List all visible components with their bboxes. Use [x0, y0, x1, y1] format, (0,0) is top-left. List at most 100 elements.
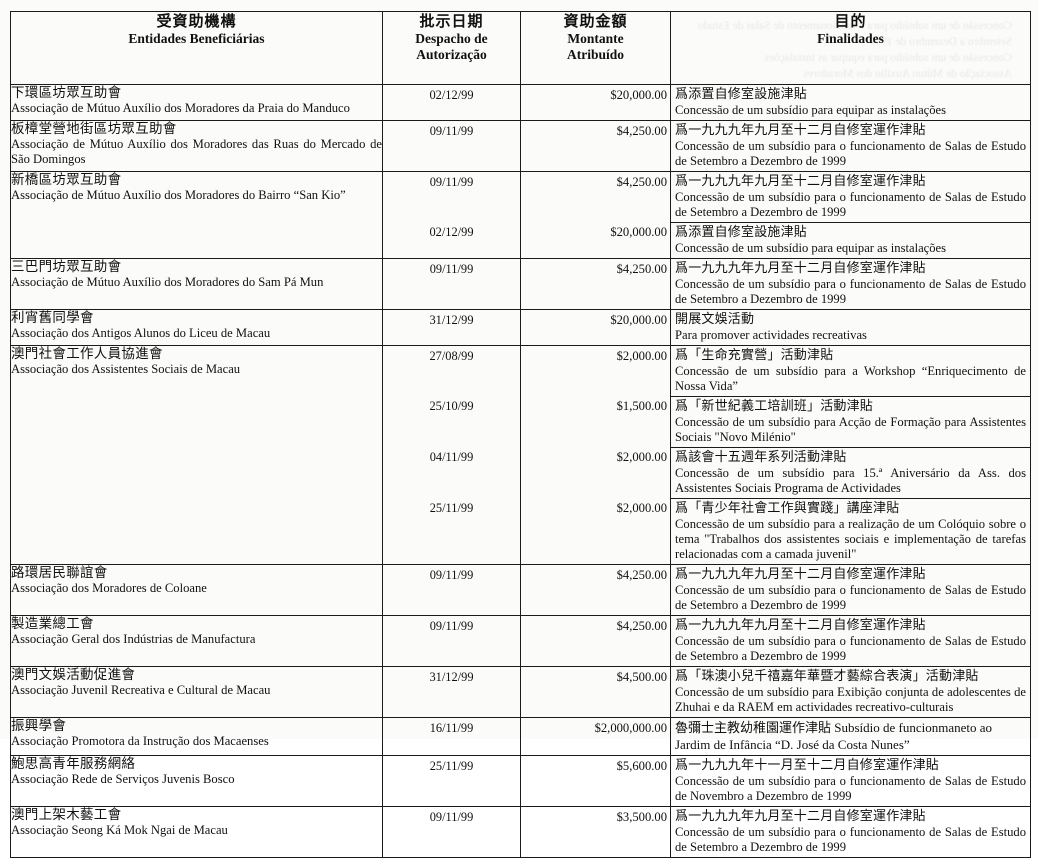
organisation-cell: 澳門文娛活動促進會 Associação Juvenil Recreativa e…	[10, 666, 383, 718]
amount-cell: $3,500.00	[520, 806, 671, 858]
approval-date: 09/11/99	[429, 262, 474, 276]
approval-date: 31/12/99	[429, 670, 474, 684]
approval-date-cell: 02/12/99	[382, 84, 521, 121]
header-amount-pt-line2: Atribuído	[566, 47, 624, 62]
organisation-name-pt: Associação de Mútuo Auxílio dos Moradore…	[11, 137, 382, 166]
purpose-text-pt: Concessão de um subsídio para o funciona…	[675, 583, 1026, 612]
header-date-cn: 批示日期	[419, 12, 484, 30]
header-purpose-pt: Finalidades	[817, 31, 884, 46]
organisation-name-pt: Associação Juvenil Recreativa e Cultural…	[11, 683, 271, 697]
table-row: 澳門上架木藝工會 Associação Seong Ká Mok Ngai de …	[10, 806, 1031, 858]
approval-date: 09/11/99	[429, 810, 474, 824]
organisation-name-cn: 新橋區坊眾互助會	[11, 172, 122, 188]
approval-date-cell: 09/11/99	[382, 564, 521, 616]
purpose-entry: 爲「青少年社會工作與實踐」講座津貼 Concessão de um subsídi…	[671, 498, 1030, 564]
purpose-entry: 爲該會十五週年系列活動津貼 Concessão de um subsídio pa…	[671, 447, 1030, 498]
purpose-cell: 魯彌士主教幼稚園運作津貼 Subsídio de funcionmaneto a…	[670, 717, 1031, 756]
table-body: 下環區坊眾互助會 Associação de Mútuo Auxílio dos …	[10, 84, 1031, 858]
organisation-cell: 路環居民聯誼會 Associação dos Moradores de Coloa…	[10, 564, 383, 616]
purpose-text-cn: 爲一九九九年九月至十二月自修室運作津貼	[675, 261, 926, 276]
column-header-amount: 資助金額 Montante Atribuído	[520, 11, 671, 85]
approval-date-cell: 09/11/99	[382, 120, 521, 172]
organisation-name-cn: 三巴門坊眾互助會	[11, 259, 122, 275]
amount-value: $4,250.00	[616, 619, 667, 633]
purpose-cell: 爲一九九九年九月至十二月自修室運作津貼 Concessão de um subsí…	[670, 258, 1031, 310]
amount-value: $20,000.00	[610, 88, 667, 102]
purpose-text-cn: 爲「青少年社會工作與實踐」講座津貼	[675, 501, 900, 516]
amount-cell: $5,600.00	[520, 755, 671, 807]
amount-value: $1,500.00	[616, 399, 667, 413]
organisation-name-cn: 澳門文娛活動促進會	[11, 667, 136, 683]
column-header-purpose: 目的 Finalidades	[670, 11, 1031, 85]
purpose-entry: 爲一九九九年九月至十二月自修室運作津貼 Concessão de um subsí…	[671, 172, 1030, 222]
approval-date-cell: 27/08/99 25/10/99 04/11/99 25/11/99	[382, 345, 521, 565]
amount-value: $4,250.00	[616, 568, 667, 582]
amount-value: $4,250.00	[616, 124, 667, 138]
organisation-name-cn: 澳門社會工作人員協進會	[11, 346, 163, 362]
amount-cell: $4,250.00 $20,000.00	[520, 171, 671, 259]
organisation-cell: 新橋區坊眾互助會 Associação de Mútuo Auxílio dos …	[10, 171, 383, 259]
amount-cell: $20,000.00	[520, 84, 671, 121]
approval-date: 09/11/99	[429, 175, 474, 189]
purpose-entry: 爲「珠澳小兒千禧嘉年華暨才藝綜合表演」活動津貼 Concessão de um s…	[671, 667, 1030, 717]
purpose-text-pt: Concessão de um subsídio para equipar as…	[675, 241, 947, 255]
organisation-name-pt: Associação Geral dos Indústrias de Manuf…	[11, 632, 256, 646]
organisation-cell: 振興學會 Associação Promotora da Instrução do…	[10, 717, 383, 756]
organisation-cell: 三巴門坊眾互助會 Associação de Mútuo Auxílio dos …	[10, 258, 383, 310]
organisation-name-pt: Associação Rede de Serviços Juvenis Bosc…	[11, 772, 235, 786]
table-row: 利宵舊同學會 Associação dos Antigos Alunos do L…	[10, 309, 1031, 346]
header-date-pt-line1: Despacho de	[415, 31, 488, 46]
table-row: 下環區坊眾互助會 Associação de Mútuo Auxílio dos …	[10, 84, 1031, 121]
approval-date-cell: 16/11/99	[382, 717, 521, 756]
purpose-text-inline: 魯彌士主教幼稚園運作津貼 Subsídio de funcionmaneto a…	[675, 720, 1026, 753]
amount-cell: $20,000.00	[520, 309, 671, 346]
purpose-text-pt: Concessão de um subsídio para o funciona…	[675, 190, 1026, 219]
approval-date: 25/11/99	[429, 501, 474, 515]
purpose-text-cn: 爲一九九九年十一月至十二月自修室運作津貼	[675, 758, 940, 773]
purpose-text-pt: Concessão de um subsídio para o funciona…	[675, 825, 1026, 854]
purpose-text-pt: Concessão de um subsídio para 15.ª Anive…	[675, 466, 1026, 495]
table-row: 澳門文娛活動促進會 Associação Juvenil Recreativa e…	[10, 666, 1031, 718]
purpose-text-cn: 爲該會十五週年系列活動津貼	[675, 450, 847, 465]
approval-date-cell: 09/11/99	[382, 258, 521, 310]
organisation-name-cn: 利宵舊同學會	[11, 310, 94, 326]
amount-value: $2,000.00	[616, 450, 667, 464]
header-org-cn: 受資助機構	[156, 12, 237, 30]
purpose-cell: 爲一九九九年九月至十二月自修室運作津貼 Concessão de um subsí…	[670, 171, 1031, 259]
organisation-name-cn: 板樟堂營地街區坊眾互助會	[11, 121, 177, 137]
amount-value: $20,000.00	[610, 313, 667, 327]
header-amount-cn: 資助金額	[563, 12, 628, 30]
amount-cell: $4,250.00	[520, 615, 671, 667]
approval-date-cell: 25/11/99	[382, 755, 521, 807]
amount-value: $2,000.00	[616, 349, 667, 363]
purpose-text-pt: Concessão de um subsídio para o funciona…	[675, 634, 1026, 663]
table-row: 板樟堂營地街區坊眾互助會 Associação de Mútuo Auxílio …	[10, 120, 1031, 172]
purpose-entry: 爲「生命充實營」活動津貼 Concessão de um subsídio par…	[671, 346, 1030, 396]
purpose-text-pt: Concessão de um subsídio para o funciona…	[675, 277, 1026, 306]
organisation-cell: 鮑思高青年服務網絡 Associação Rede de Serviços Juv…	[10, 755, 383, 807]
organisation-name-pt: Associação dos Assistentes Sociais de Ma…	[11, 362, 241, 376]
purpose-text-cn: 爲添置自修室設施津貼	[675, 225, 808, 240]
purpose-entry: 爲一九九九年九月至十二月自修室運作津貼 Concessão de um subsí…	[671, 616, 1030, 666]
purpose-text-cn: 爲一九九九年九月至十二月自修室運作津貼	[675, 567, 926, 582]
approval-date: 16/11/99	[429, 721, 474, 735]
header-amount-pt-line1: Montante	[567, 31, 624, 46]
purpose-text-pt: Concessão de um subsídio para o funciona…	[675, 139, 1026, 168]
table-row: 三巴門坊眾互助會 Associação de Mútuo Auxílio dos …	[10, 258, 1031, 310]
organisation-name-cn: 鮑思高青年服務網絡	[11, 756, 136, 772]
purpose-entry: 爲一九九九年九月至十二月自修室運作津貼 Concessão de um subsí…	[671, 259, 1030, 309]
purpose-cell: 爲一九九九年九月至十二月自修室運作津貼 Concessão de um subsí…	[670, 806, 1031, 858]
purpose-cell: 爲「生命充實營」活動津貼 Concessão de um subsídio par…	[670, 345, 1031, 565]
amount-value: $20,000.00	[610, 225, 667, 239]
purpose-entry: 爲添置自修室設施津貼 Concessão de um subsídio para …	[671, 85, 1030, 120]
organisation-cell: 利宵舊同學會 Associação dos Antigos Alunos do L…	[10, 309, 383, 346]
organisation-cell: 下環區坊眾互助會 Associação de Mútuo Auxílio dos …	[10, 84, 383, 121]
purpose-entry: 爲一九九九年九月至十二月自修室運作津貼 Concessão de um subsí…	[671, 121, 1030, 171]
purpose-cell: 開展文娛活動 Para promover actividades recreati…	[670, 309, 1031, 346]
organisation-name-cn: 製造業總工會	[11, 616, 94, 632]
amount-value: $4,500.00	[616, 670, 667, 684]
purpose-text-pt: Concessão de um subsídio para Exibição c…	[675, 685, 1026, 714]
purpose-text-pt: Concessão de um subsídio para Acção de F…	[675, 415, 1026, 444]
purpose-text-pt: Para promover actividades recreativas	[675, 328, 867, 342]
organisation-name-pt: Associação de Mútuo Auxílio dos Moradore…	[11, 101, 350, 115]
